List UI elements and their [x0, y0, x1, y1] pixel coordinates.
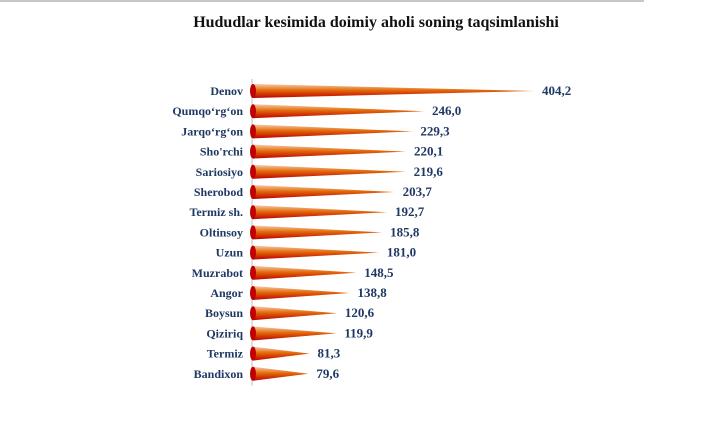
bar-12 — [253, 306, 337, 321]
value-label: 79,6 — [316, 366, 339, 381]
bar-2 — [253, 104, 425, 119]
category-label: Sariosiyo — [196, 165, 243, 179]
value-label: 246,0 — [432, 103, 461, 118]
value-label: 229,3 — [420, 123, 450, 138]
bar-9 — [253, 245, 379, 260]
value-label: 181,0 — [387, 245, 416, 260]
category-label: Qiziriq — [206, 326, 243, 340]
category-label: Angor — [210, 286, 243, 300]
category-label: Jarqo‘rg‘on — [181, 124, 243, 138]
bar-13 — [253, 326, 337, 341]
bar-base-1 — [250, 84, 256, 98]
bar-base-6 — [250, 185, 256, 199]
bar-15 — [253, 366, 309, 381]
top-divider — [0, 0, 644, 2]
category-label: Uzun — [216, 246, 244, 260]
category-label: Sherobod — [194, 185, 243, 199]
value-label: 404,2 — [542, 83, 571, 98]
bar-1 — [253, 84, 534, 98]
category-label: Qumqo‘rg‘on — [172, 104, 243, 118]
category-label: Boysun — [205, 306, 243, 320]
value-label: 220,1 — [414, 144, 443, 159]
category-label: Bandixon — [194, 367, 244, 381]
value-label: 219,6 — [414, 164, 444, 179]
value-label: 203,7 — [403, 184, 433, 199]
category-label: Denov — [210, 84, 243, 98]
value-label: 119,9 — [344, 325, 373, 340]
category-label: Sho'rchi — [200, 145, 244, 159]
value-label: 148,5 — [364, 265, 394, 280]
bar-base-13 — [250, 326, 256, 341]
bar-8 — [253, 225, 383, 240]
bar-6 — [253, 185, 395, 199]
value-label: 120,6 — [345, 305, 375, 320]
bar-3 — [253, 124, 413, 139]
bar-14 — [253, 346, 310, 361]
value-label: 138,8 — [357, 285, 387, 300]
bar-base-2 — [250, 104, 256, 119]
bar-base-3 — [250, 124, 256, 139]
bar-base-9 — [250, 245, 256, 260]
bar-base-8 — [250, 225, 256, 240]
bar-base-7 — [250, 205, 256, 220]
value-label: 81,3 — [318, 346, 341, 361]
bar-base-4 — [250, 144, 256, 159]
bar-base-10 — [250, 265, 256, 280]
value-label: 192,7 — [395, 204, 425, 219]
bar-base-14 — [250, 346, 256, 361]
category-label: Oltinsoy — [200, 225, 243, 239]
bar-11 — [253, 286, 350, 300]
bar-7 — [253, 205, 387, 220]
chart-title: Hududlar kesimida doimiy aholi soning ta… — [193, 14, 559, 31]
bar-10 — [253, 265, 357, 280]
category-label: Termiz sh. — [189, 205, 243, 219]
bar-base-11 — [250, 286, 256, 300]
bar-base-5 — [250, 164, 256, 179]
bar-base-15 — [250, 366, 256, 381]
value-label: 185,8 — [390, 224, 420, 239]
category-label: Muzrabot — [192, 266, 243, 280]
category-label: Termiz — [207, 347, 244, 361]
bar-base-12 — [250, 306, 256, 321]
bar-4 — [253, 144, 407, 159]
bar-5 — [253, 164, 406, 179]
